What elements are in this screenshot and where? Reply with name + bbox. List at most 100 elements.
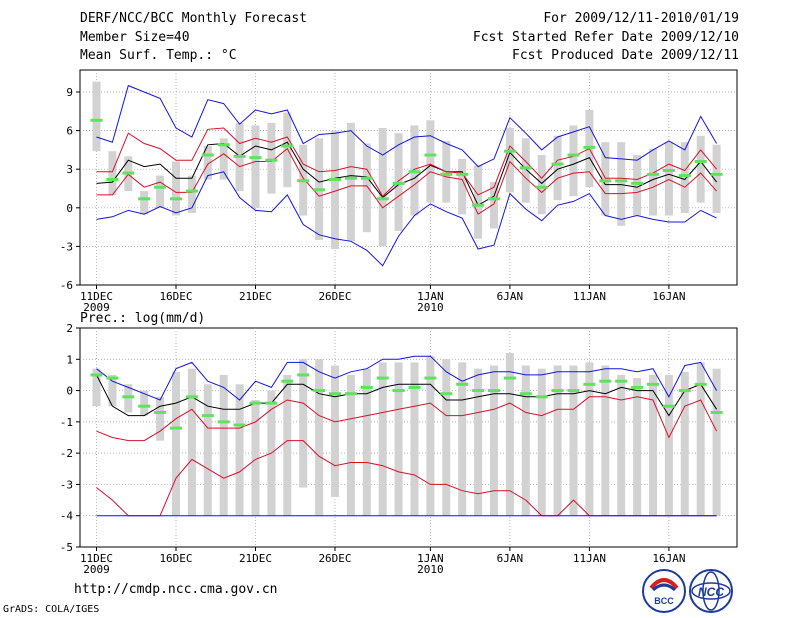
- ensemble-box: [331, 365, 339, 497]
- ensemble-box: [458, 158, 467, 215]
- ensemble-box: [315, 359, 324, 516]
- median-marker: [138, 404, 151, 408]
- x-tick-label: 11JAN: [573, 290, 606, 303]
- y-tick-label: -1: [60, 416, 73, 429]
- ensemble-box: [203, 384, 212, 516]
- ensemble-box: [331, 130, 339, 249]
- ensemble-box: [251, 125, 260, 208]
- ncc-logo: NCC: [689, 569, 733, 613]
- series-line-max: [96, 171, 717, 267]
- ensemble-box: [521, 138, 530, 203]
- median-marker: [201, 414, 214, 418]
- series-line-mean: [96, 141, 717, 206]
- ensemble-box: [474, 165, 483, 239]
- median-marker: [710, 172, 723, 176]
- median-marker: [631, 181, 644, 185]
- ensemble-box: [569, 365, 578, 516]
- median-marker: [599, 379, 612, 383]
- chart-title: DERF/NCC/BCC Monthly Forecast: [80, 11, 307, 26]
- median-marker: [551, 389, 564, 393]
- plot-frame: [79, 69, 738, 286]
- ensemble-box: [426, 120, 435, 203]
- ensemble-box: [553, 135, 562, 201]
- median-marker: [297, 179, 310, 183]
- median-marker: [360, 176, 373, 180]
- median-marker: [456, 172, 469, 176]
- ensemble-box: [283, 374, 292, 516]
- median-marker: [615, 179, 628, 183]
- median-marker: [138, 197, 151, 201]
- y-tick-label: 0: [66, 385, 73, 398]
- ensemble-box: [505, 353, 514, 516]
- x-tick-label: 26DEC: [318, 290, 351, 303]
- ensemble-box: [664, 374, 673, 516]
- x-tick-label: 16DEC: [159, 290, 192, 303]
- ensemble-box: [633, 378, 642, 516]
- median-marker: [344, 176, 357, 180]
- median-marker: [90, 118, 103, 122]
- bcc-logo-text: BCC: [654, 596, 674, 606]
- median-marker: [488, 197, 500, 201]
- median-marker: [201, 153, 214, 157]
- x-tick-label: 16JAN: [652, 552, 685, 565]
- fcst-produced-label: Fcst Produced Date 2009/12/11: [512, 48, 739, 63]
- median-marker: [678, 174, 691, 178]
- series-line-upper: [96, 127, 717, 198]
- median-marker: [535, 395, 548, 399]
- ensemble-box: [553, 365, 562, 516]
- grads-credit: GrADS: COLA/IGES: [3, 604, 100, 615]
- median-marker: [440, 172, 453, 176]
- median-marker: [456, 382, 469, 386]
- median-marker: [424, 376, 437, 380]
- ensemble-box: [696, 362, 705, 516]
- median-marker: [424, 153, 437, 157]
- ensemble-box: [601, 365, 610, 516]
- forecast-period-label: For 2009/12/11-2010/01/19: [543, 11, 739, 26]
- median-marker: [678, 389, 691, 393]
- ensemble-box: [712, 144, 721, 213]
- ensemble-box: [680, 142, 689, 213]
- ensemble-box: [187, 368, 196, 516]
- ensemble-box: [537, 155, 546, 215]
- median-marker: [106, 376, 119, 380]
- ensemble-box: [394, 362, 403, 516]
- median-marker: [662, 168, 675, 172]
- median-marker: [122, 395, 135, 399]
- ensemble-box: [442, 359, 451, 516]
- x-tick-year: 2009: [83, 301, 110, 314]
- median-marker: [440, 392, 453, 396]
- ensemble-box: [537, 368, 546, 516]
- ensemble-box: [569, 125, 578, 197]
- y-tick-label: -4: [60, 510, 74, 523]
- y-tick-label: -5: [60, 541, 73, 554]
- ensemble-box: [235, 384, 244, 516]
- y-tick-label: 2: [66, 322, 73, 335]
- ensemble-box: [203, 146, 212, 180]
- ensemble-box: [267, 122, 276, 194]
- member-size-label: Member Size=40: [80, 30, 190, 45]
- median-marker: [567, 153, 580, 157]
- median-marker: [694, 159, 707, 163]
- median-marker: [472, 389, 485, 393]
- series-line-upper: [96, 396, 718, 442]
- median-marker: [217, 420, 230, 424]
- ensemble-box: [601, 142, 610, 216]
- ensemble-box: [649, 374, 657, 516]
- median-marker: [583, 145, 596, 149]
- ensemble-box: [283, 112, 292, 188]
- ensemble-box: [474, 368, 483, 516]
- ensemble-box: [649, 148, 657, 216]
- median-marker: [170, 426, 182, 430]
- ensemble-box: [92, 368, 101, 407]
- ensemble-box: [346, 122, 355, 242]
- median-marker: [217, 143, 230, 147]
- x-tick-year: 2010: [417, 301, 444, 314]
- ensemble-box: [696, 135, 705, 203]
- median-marker: [329, 177, 341, 181]
- footer-url[interactable]: http://cmdp.ncc.cma.gov.cn: [74, 582, 278, 597]
- x-tick-label: 6JAN: [497, 552, 524, 565]
- median-marker: [599, 179, 612, 183]
- ensemble-box: [140, 390, 149, 416]
- prec-axis-label: Prec.: log(mm/d): [80, 311, 205, 326]
